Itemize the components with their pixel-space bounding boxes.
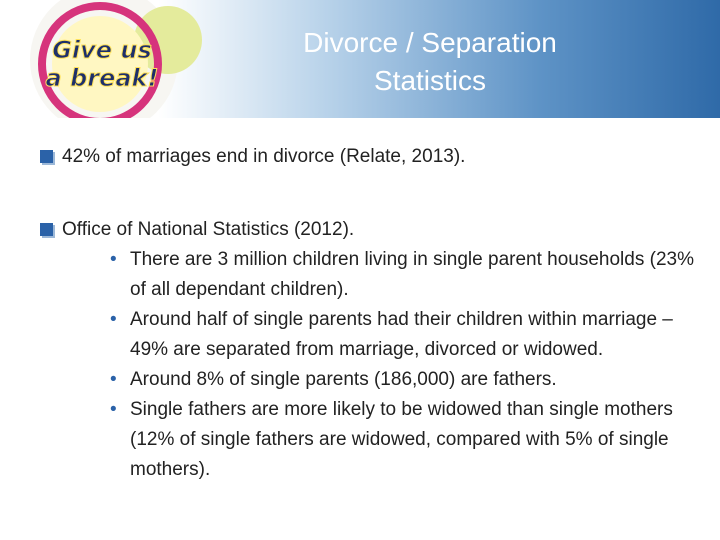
sub-marker: •	[110, 369, 117, 390]
logo-green	[134, 6, 202, 74]
bullet: 42% of marriages end in divorce (Relate,…	[40, 142, 700, 172]
sub-item: • Around half of single parents had their…	[110, 305, 710, 365]
logo: Give us a break!	[30, 0, 202, 118]
bullet-marker	[40, 223, 53, 236]
bullet-marker	[40, 150, 53, 163]
title-line: Divorce / Separation	[303, 27, 557, 58]
sub-marker: •	[110, 309, 117, 330]
sub-text: There are 3 million children living in s…	[130, 249, 694, 300]
content: 42% of marriages end in divorce (Relate,…	[40, 142, 700, 485]
slide-title: Divorce / Separation Statistics	[230, 24, 630, 100]
sub-item: • Around 8% of single parents (186,000) a…	[110, 365, 710, 395]
sub-marker: •	[110, 399, 117, 420]
logo-ring	[38, 2, 162, 118]
sub-item: • There are 3 million children living in …	[110, 245, 710, 305]
sub-marker: •	[110, 249, 117, 270]
sub-list: • There are 3 million children living in …	[62, 245, 700, 485]
sub-text: Single fathers are more likely to be wid…	[130, 399, 673, 480]
sub-text: Around 8% of single parents (186,000) ar…	[130, 369, 557, 390]
header-band: Give us a break! Divorce / Separation St…	[0, 0, 720, 118]
bullet-text: 42% of marriages end in divorce (Relate,…	[62, 146, 466, 167]
bullet: Office of National Statistics (2012). • Th…	[40, 215, 700, 485]
logo-text: Give us	[52, 36, 152, 64]
logo-text: a break!	[46, 64, 159, 92]
sub-text: Around half of single parents had their …	[130, 309, 673, 360]
sub-item: • Single fathers are more likely to be wi…	[110, 395, 710, 485]
logo-inner	[52, 16, 148, 112]
title-line: Statistics	[373, 65, 487, 96]
bullet-text: Office of National Statistics (2012).	[62, 219, 355, 240]
